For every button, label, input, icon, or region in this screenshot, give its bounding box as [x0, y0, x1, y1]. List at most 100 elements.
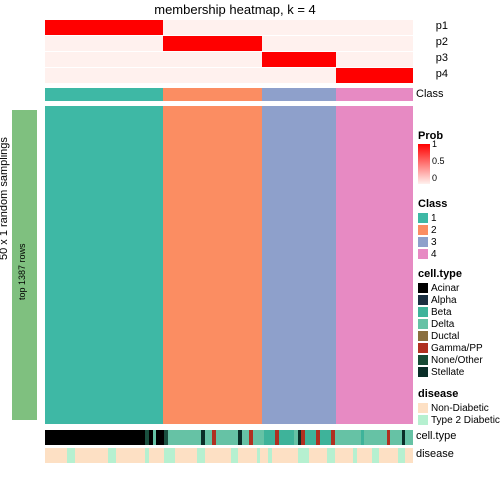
legend-item: 4 [418, 248, 502, 260]
annotation-segment [390, 430, 401, 445]
p-row-label: p3 [436, 52, 448, 64]
legend-label: Stellate [431, 367, 464, 378]
legend-swatch [418, 319, 428, 329]
legend-item: Non-Diabetic [418, 402, 502, 414]
p-segment [336, 20, 413, 35]
annotation-segment [149, 448, 164, 463]
legend-swatch [418, 415, 428, 425]
legend-item: Alpha [418, 294, 502, 306]
p-segment [45, 36, 163, 51]
annotation-segment [379, 448, 398, 463]
class-strip-block [163, 88, 262, 101]
legend-swatch [418, 367, 428, 377]
annotation-segment [45, 448, 67, 463]
p-row: p1 [45, 20, 413, 35]
annotation-segment [405, 448, 412, 463]
p-segment [163, 36, 262, 51]
annotation-segment [372, 448, 379, 463]
sampling-bar-label: top 1387 rows [17, 243, 27, 300]
disease-row-label: disease [416, 448, 454, 460]
prob-tick: 0.5 [432, 156, 445, 166]
legend-swatch [418, 213, 428, 223]
celltype-row-label: cell.type [416, 430, 456, 442]
prob-colorbar: 10.50 [418, 144, 430, 184]
annotation-segment [260, 448, 267, 463]
chart-title: membership heatmap, k = 4 [60, 2, 410, 17]
legend-disease: disease Non-DiabeticType 2 Diabetic [418, 388, 502, 426]
legend-item: Gamma/PP [418, 342, 502, 354]
legend-swatch [418, 343, 428, 353]
annotation-segment [231, 448, 238, 463]
p-segment [163, 20, 262, 35]
annotation-segment [216, 430, 238, 445]
annotation-segment [175, 448, 197, 463]
legend-disease-title: disease [418, 388, 502, 400]
annotation-segment [108, 448, 115, 463]
annotation-segment [205, 430, 212, 445]
p-segment [262, 68, 336, 83]
p-row: p3 [45, 52, 413, 67]
class-strip-block [336, 88, 413, 101]
legend-swatch [418, 307, 428, 317]
prob-tick: 1 [432, 139, 437, 149]
annotation-segment [264, 430, 275, 445]
legend-swatch [418, 283, 428, 293]
p-segment [262, 20, 336, 35]
class-strip-label: Class [416, 88, 444, 100]
class-strip [45, 88, 413, 101]
legend-item: Stellate [418, 366, 502, 378]
class-strip-block [45, 88, 163, 101]
p-segment [336, 52, 413, 67]
annotation-segment [156, 430, 163, 445]
legend-label: Alpha [431, 295, 457, 306]
p-row-label: p4 [436, 68, 448, 80]
annotation-segment [305, 430, 316, 445]
legend-prob-title: Prob [418, 130, 502, 142]
y-axis-label: 50 x 1 random samplings [0, 137, 10, 260]
legend-swatch [418, 403, 428, 413]
annotation-segment [197, 448, 204, 463]
legend-label: Non-Diabetic [431, 403, 489, 414]
p-segment [336, 68, 413, 83]
annotation-segment [327, 448, 334, 463]
annotation-segment [67, 448, 74, 463]
annotation-segment [238, 448, 257, 463]
annotation-segment [116, 448, 146, 463]
p-segment [45, 52, 163, 67]
legend-celltype-title: cell.type [418, 268, 502, 280]
legend-label: 2 [431, 225, 437, 236]
heatmap-body [45, 106, 413, 424]
p-segment [262, 52, 336, 67]
legend-label: Ductal [431, 331, 459, 342]
legend-label: 4 [431, 249, 437, 260]
prob-tick: 0 [432, 173, 437, 183]
legend-class: Class 1234 [418, 198, 502, 260]
p-row-label: p2 [436, 36, 448, 48]
annotation-segment [242, 430, 249, 445]
legend-celltype: cell.type AcinarAlphaBetaDeltaDuctalGamm… [418, 268, 502, 378]
legend-prob: Prob 10.50 [418, 130, 502, 186]
p-row: p2 [45, 36, 413, 51]
legend-class-title: Class [418, 198, 502, 210]
annotation-segment [320, 430, 331, 445]
legend-item: 2 [418, 224, 502, 236]
legend-item: 3 [418, 236, 502, 248]
p-row-label: p1 [436, 20, 448, 32]
annotation-segment [335, 430, 361, 445]
annotation-segment [335, 448, 354, 463]
legend-swatch [418, 355, 428, 365]
p-segment [45, 20, 163, 35]
legend-swatch [418, 249, 428, 259]
annotation-segment [309, 448, 328, 463]
p-segment [45, 68, 163, 83]
annotation-segment [205, 448, 231, 463]
legend-item: Ductal [418, 330, 502, 342]
legend-item: Delta [418, 318, 502, 330]
p-segment [163, 68, 262, 83]
legend-swatch [418, 295, 428, 305]
legend-label: Delta [431, 319, 454, 330]
legend-swatch [418, 237, 428, 247]
annotation-segment [272, 448, 298, 463]
annotation-segment [45, 430, 145, 445]
celltype-annotation-row [45, 430, 413, 445]
